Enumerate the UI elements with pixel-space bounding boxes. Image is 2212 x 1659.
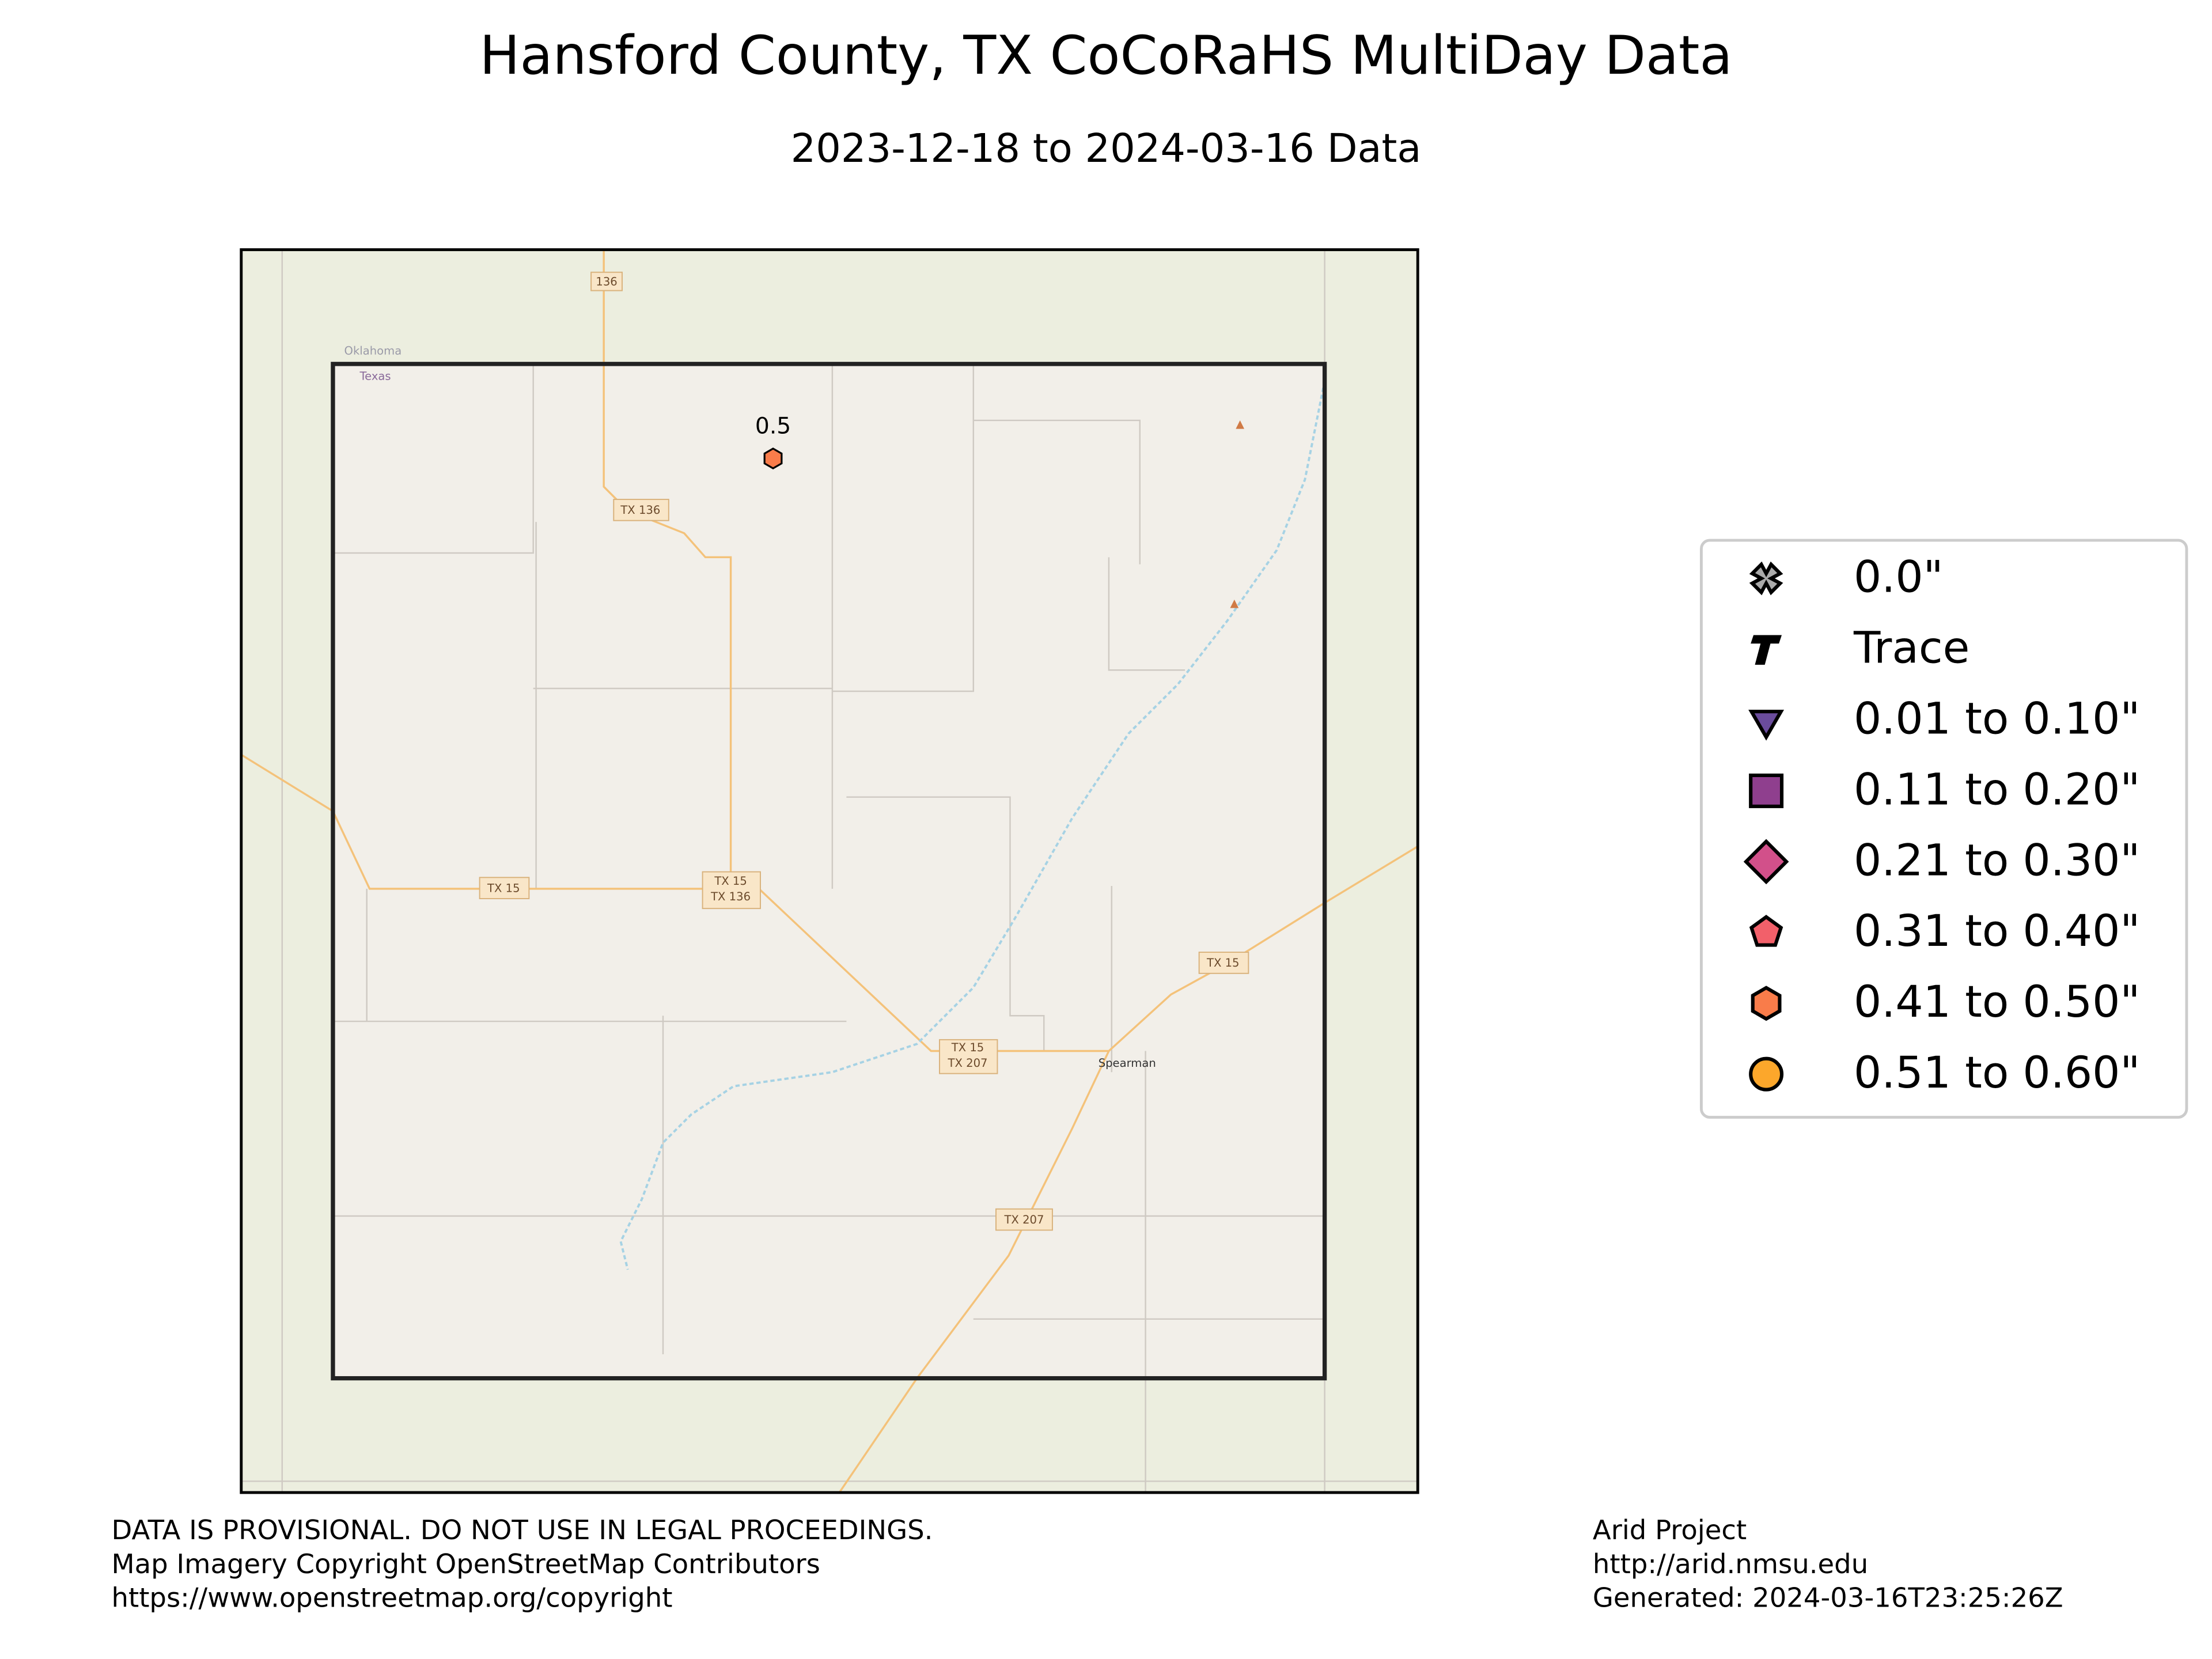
legend: 0.0" Trace 0.01 to 0.10" 0.11 to 0.20" 0.21 …	[1700, 539, 2188, 1119]
map-label: TX 207	[948, 1056, 988, 1070]
map-label: TX 207	[1003, 1213, 1044, 1226]
title: Hansford County, TX CoCoRaHS MultiDay Da…	[479, 24, 1732, 86]
station-marker	[763, 447, 783, 469]
roads	[240, 249, 1419, 1493]
footer-text: http://arid.nmsu.edu	[1593, 1548, 1868, 1580]
footer-text: DATA IS PROVISIONAL. DO NOT USE IN LEGAL…	[111, 1514, 933, 1546]
map-labels: 136 Oklahoma Texas TX 136 TX 15 TX 15 TX…	[344, 271, 1249, 1231]
footer-text: Generated: 2024-03-16T23:25:26Z	[1593, 1582, 2063, 1613]
map-label: TX 15	[1206, 956, 1240, 969]
legend-marker	[1749, 561, 1783, 596]
legend-label: 0.11 to 0.20"	[1854, 764, 2140, 815]
legend-label: 0.31 to 0.40"	[1854, 906, 2140, 956]
map-label: TX 136	[710, 890, 751, 903]
legend-marker	[1749, 773, 1784, 808]
map-label: Spearman	[1099, 1056, 1156, 1070]
map-label: 136	[596, 275, 617, 288]
legend-box	[1700, 539, 2188, 1119]
legend-marker	[1751, 986, 1782, 1021]
footer-text: https://www.openstreetmap.org/copyright	[111, 1582, 672, 1613]
legend-marker	[1749, 1056, 1784, 1092]
legend-label: 0.0"	[1854, 552, 1944, 603]
legend-label: 0.51 to 0.60"	[1854, 1047, 2140, 1098]
map-label: Texas	[359, 369, 391, 382]
county-border	[331, 362, 1327, 1381]
legend-label: 0.21 to 0.30"	[1854, 835, 2140, 885]
footer-text: Arid Project	[1593, 1514, 1747, 1546]
county-area	[332, 363, 1325, 1378]
map-label: Oklahoma	[344, 344, 402, 357]
minor-roads	[241, 249, 1418, 1493]
legend-label: Trace	[1853, 622, 1969, 673]
map-label: TX 15	[951, 1041, 984, 1054]
legend-marker	[1751, 635, 1782, 665]
map-label: TX 15	[487, 881, 520, 895]
footer: DATA IS PROVISIONAL. DO NOT USE IN LEGAL…	[111, 1514, 2063, 1613]
map-label: TX 136	[620, 503, 660, 517]
map-frame	[240, 248, 1419, 1494]
legend-label: 0.41 to 0.50"	[1854, 976, 2140, 1027]
map-label: TX 15	[714, 874, 747, 888]
legend-marker	[1749, 915, 1783, 947]
river	[619, 380, 1326, 1270]
legend-marker	[1743, 839, 1789, 885]
subtitle: 2023-12-18 to 2024-03-16 Data	[791, 126, 1422, 172]
legend-marker	[1748, 710, 1785, 741]
map: 136 Oklahoma Texas TX 136 TX 15 TX 15 TX…	[240, 248, 1419, 1494]
footer-text: Map Imagery Copyright OpenStreetMap Cont…	[111, 1548, 820, 1580]
legend-label: 0.01 to 0.10"	[1854, 693, 2140, 744]
station-value-label: 0.5	[755, 414, 791, 440]
stations: 0.5	[755, 414, 791, 469]
